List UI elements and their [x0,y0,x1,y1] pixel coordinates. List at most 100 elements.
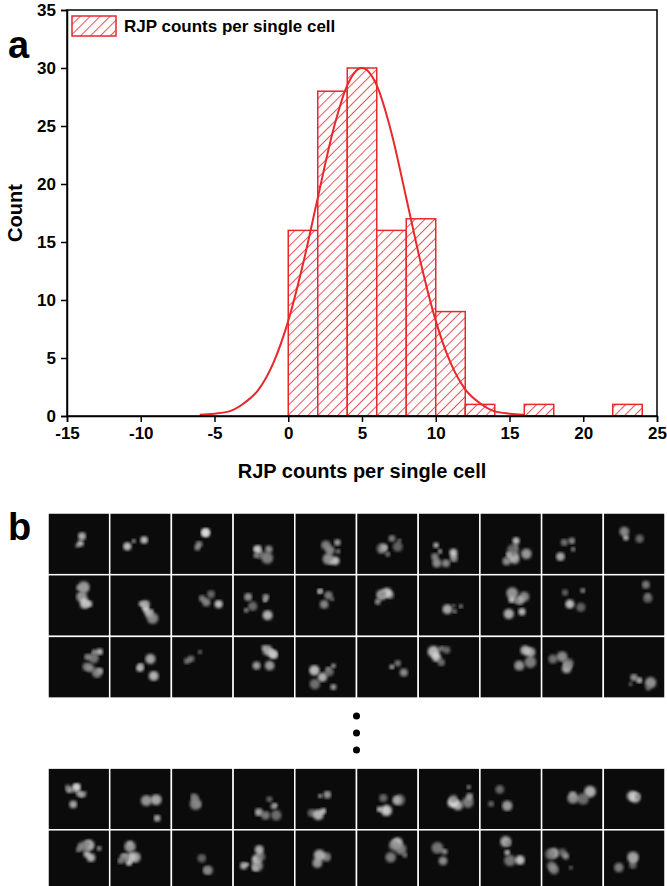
cell-image [357,513,419,575]
cell-spot [261,552,273,564]
cell-image-frame [295,830,357,886]
cell-image-frame [233,575,295,637]
cell-image-frame [357,575,419,637]
cell-spot [556,552,565,561]
cell-image [542,636,604,698]
cell-image-frame [48,575,110,637]
cell-spot [514,661,524,671]
cell-spot [377,543,388,554]
cell-image-frame [418,830,480,886]
cell-spot [320,808,326,814]
cell-spot [514,599,519,604]
cell-image-frame [418,636,480,698]
cell-spot [459,604,463,608]
cell-spot [567,792,578,803]
cell-image [418,575,480,637]
cell-spot [389,535,396,542]
x-axis: -15-10-50510152025 [55,416,667,443]
y-tick-mark [61,126,67,128]
cell-spot [78,581,89,592]
cell-image-frame [542,575,604,637]
cell-image-grid [48,513,665,886]
y-tick-label: 15 [37,233,56,252]
x-tick-label: 0 [284,424,293,443]
cell-image-frame [233,768,295,830]
cell-image [171,768,233,830]
cell-image-frame [357,830,419,886]
cell-spot [324,591,332,599]
x-tick-mark [436,416,438,422]
cell-spot [548,654,557,663]
cell-spot [318,589,323,594]
cell-image [110,575,172,637]
cell-spot [442,559,450,567]
cell-spot [97,846,102,851]
cell-spot [263,594,269,600]
cell-image [542,575,604,637]
cell-spot [506,552,511,557]
cell-spot [323,553,334,564]
cell-image-frame [295,575,357,637]
cell-spot [385,552,390,557]
cell-image [357,636,419,698]
y-tick: 5 [47,349,67,368]
cell-spot [561,539,568,546]
cell-spot [428,646,440,658]
x-tick-label: -5 [207,424,222,443]
cell-spot [138,601,143,606]
x-axis-line [68,417,658,423]
cell-image-frame [48,830,110,886]
x-tick: 15 [501,416,520,443]
cell-image-frame [480,830,542,886]
cell-spot [149,609,154,614]
cell-image [357,830,419,886]
cell-image [357,575,419,637]
cell-image-frame [542,513,604,575]
ellipsis-dot [353,730,360,737]
histogram-bar [406,219,436,416]
cell-spot [138,663,144,669]
cell-image-frame [542,768,604,830]
cell-spot [244,608,249,613]
cell-spot [432,558,441,567]
cell-spot [380,544,387,551]
cell-spot [96,648,103,655]
cell-spot [467,785,471,789]
cell-spot [261,811,270,820]
cell-image [171,575,233,637]
cell-spot [204,866,213,875]
cell-image-frame [418,513,480,575]
cell-spot [400,669,408,677]
cell-spot [453,609,457,613]
cell-image [48,830,110,886]
cell-spot [389,840,400,851]
cell-image [233,636,295,698]
cell-image-frame [357,513,419,575]
y-tick: 30 [37,59,67,78]
cell-image [110,636,172,698]
cell-spot [203,866,211,874]
cell-spot [635,535,643,543]
cell-image [233,575,295,637]
x-tick: 5 [358,416,367,443]
cell-spot [194,545,200,551]
cell-image [480,636,542,698]
y-axis-title: Count [4,184,26,242]
cell-image [48,575,110,637]
histogram-bar [347,68,377,416]
cell-spot [577,793,589,805]
y-tick-label: 35 [37,1,56,20]
cell-spot [569,866,573,870]
cell-spot [318,673,327,682]
cell-spot [515,596,524,605]
cell-spot [438,659,445,666]
cell-spot [442,604,452,614]
x-tick-label: 25 [648,424,667,443]
cell-spot [565,600,574,609]
cell-spot [318,794,322,798]
cell-spot [431,842,443,854]
cell-image-frame [542,830,604,886]
cell-spot [140,536,148,544]
cell-spot [266,796,272,802]
y-tick-mark [61,184,67,186]
